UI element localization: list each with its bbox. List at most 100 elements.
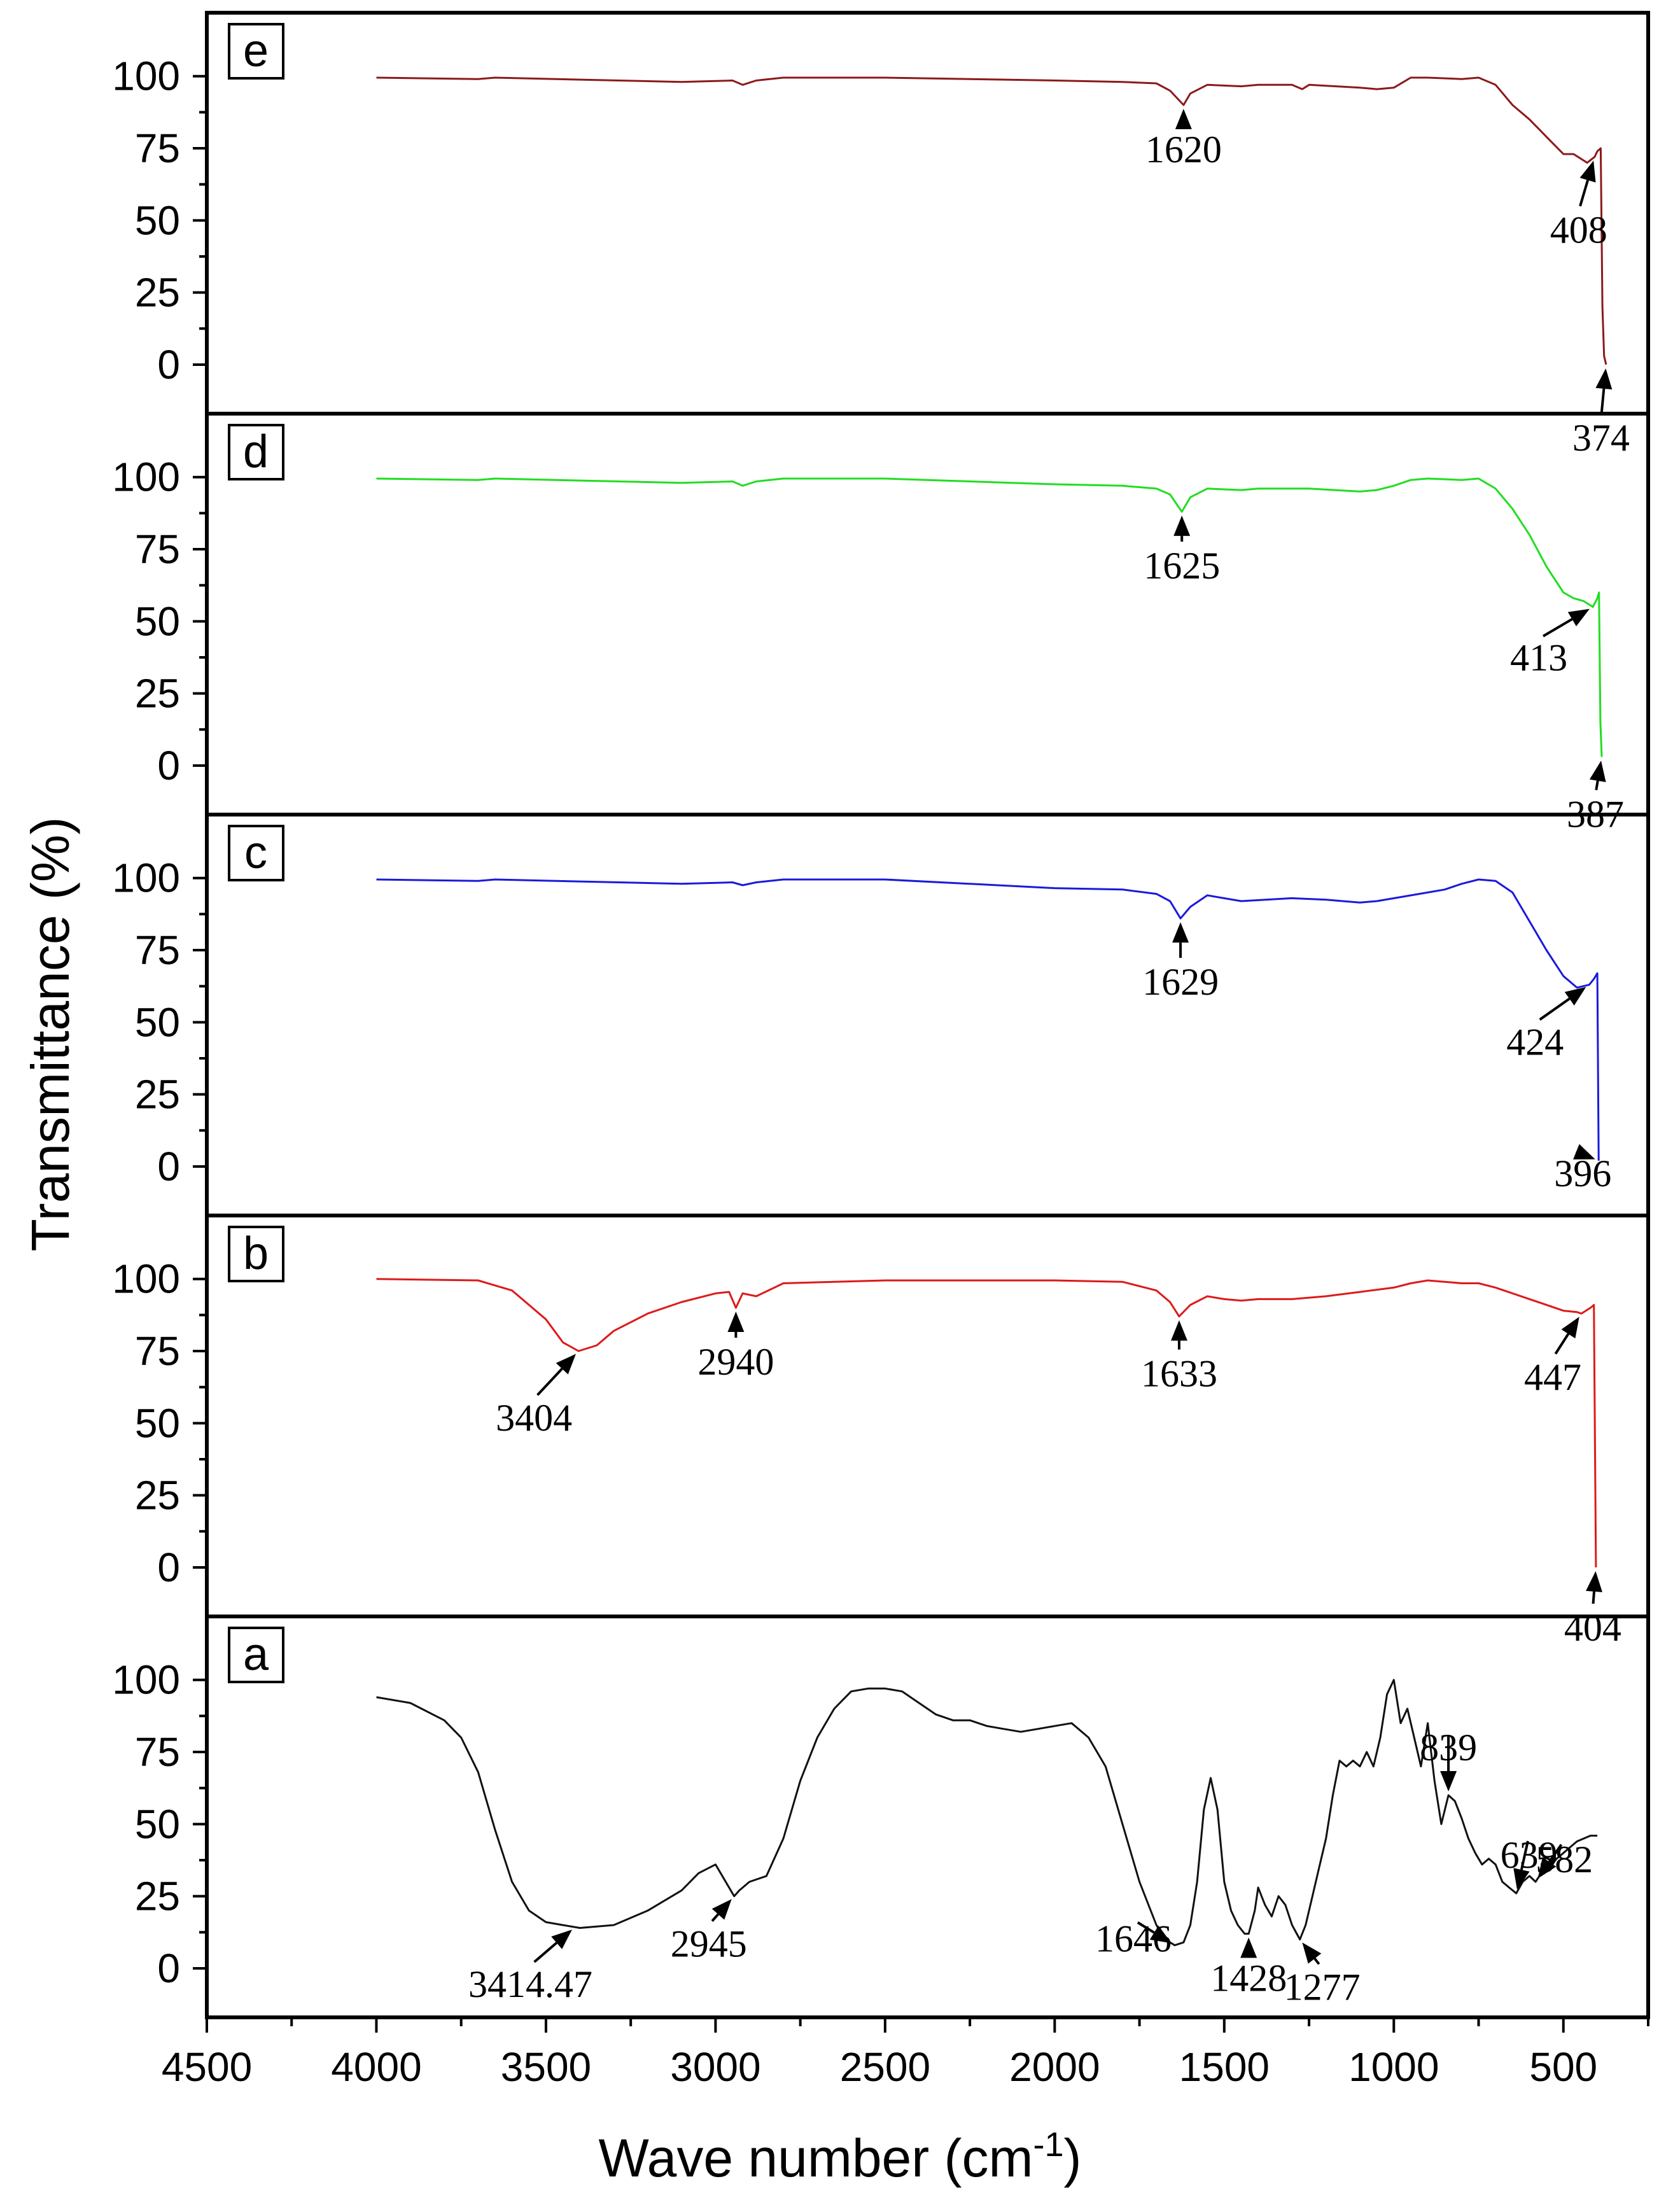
annotation-label-a-839: 839	[1420, 1727, 1477, 1769]
annotation-arrowhead-b-447	[1561, 1317, 1579, 1339]
annotation-arrowhead-d-1625	[1173, 515, 1191, 536]
x-axis-title-close: )	[1064, 2128, 1082, 2188]
annotation-label-a-1428: 1428	[1210, 1958, 1287, 2000]
annotation-arrowhead-a-839	[1440, 1771, 1457, 1792]
panels: 0 25 50 75 100 e 1620 408 374 0 25 50 75 100 d 1625 413 3…	[112, 11, 1650, 2019]
y-tick-label-e-25: 25	[135, 270, 180, 316]
annotation-arrow-b-404	[1592, 1591, 1596, 1604]
panel-label-b: b	[243, 1228, 269, 1279]
annotation-arrowhead-a-3414.47	[551, 1930, 572, 1949]
annotation-arrow-a-3414.47	[533, 1942, 557, 1963]
y-tick-label-d-50: 50	[135, 598, 180, 644]
annotation-arrowhead-a-582	[1537, 1857, 1557, 1879]
y-tick-label-a-50: 50	[135, 1801, 180, 1847]
y-tick-label-d-0: 0	[157, 743, 180, 788]
annotation-arrowhead-d-387	[1589, 760, 1606, 782]
annotation-arrow-d-387	[1595, 780, 1599, 790]
y-tick-label-a-100: 100	[112, 1657, 180, 1703]
x-axis-title-text: Wave number (cm	[598, 2128, 1033, 2188]
annotation-label-a-582: 582	[1536, 1839, 1593, 1881]
y-tick-label-c-0: 0	[157, 1144, 180, 1189]
annotation-arrowhead-c-424	[1564, 986, 1586, 1005]
annotation-label-e-374: 374	[1572, 417, 1630, 459]
panel-c: 0 25 50 75 100 c 1629 424 396	[112, 813, 1650, 1217]
x-axis-title-superscript: -1	[1033, 2126, 1064, 2164]
y-tick-label-d-100: 100	[112, 454, 180, 500]
y-tick-label-e-50: 50	[135, 197, 180, 243]
annotation-arrowhead-d-413	[1567, 608, 1590, 627]
annotation-label-d-413: 413	[1510, 637, 1567, 679]
panel-frame-e	[205, 11, 1650, 416]
y-tick-label-b-50: 50	[135, 1400, 180, 1446]
y-tick-label-c-100: 100	[112, 855, 180, 901]
annotation-arrowhead-a-1277	[1302, 1942, 1322, 1964]
panel-label-box-c	[228, 825, 284, 881]
panel-frame-b	[205, 1214, 1650, 1618]
y-tick-label-a-75: 75	[135, 1729, 180, 1775]
x-tick-label-3500: 3500	[501, 2044, 591, 2090]
y-tick-label-b-25: 25	[135, 1473, 180, 1518]
panel-label-box-b	[228, 1226, 284, 1282]
y-tick-label-e-0: 0	[157, 342, 180, 388]
spectrum-line-e	[376, 76, 1607, 365]
annotation-arrowhead-b-3404	[556, 1354, 577, 1375]
x-tick-label-4000: 4000	[331, 2044, 421, 2090]
y-tick-label-e-100: 100	[112, 53, 180, 99]
annotation-arrow-a-1646	[1137, 1921, 1155, 1934]
annotation-arrow-a-1277	[1313, 1958, 1320, 1965]
panel-frame-c	[205, 813, 1650, 1217]
annotation-label-a-3414.47: 3414.47	[468, 1963, 592, 2005]
spectrum-line-a	[376, 1679, 1598, 1947]
annotation-label-a-1646: 1646	[1095, 1918, 1172, 1960]
panel-label-d: d	[243, 426, 269, 477]
y-tick-label-b-0: 0	[157, 1545, 180, 1590]
x-tick-label-4500: 4500	[162, 2044, 252, 2090]
panel-label-c: c	[244, 827, 267, 878]
spectrum-line-d	[376, 477, 1603, 757]
annotation-arrowhead-b-404	[1586, 1571, 1602, 1592]
y-tick-label-c-75: 75	[135, 927, 180, 973]
panel-label-a: a	[243, 1629, 269, 1680]
panel-label-box-a	[228, 1627, 284, 1683]
panel-frame-d	[205, 412, 1650, 816]
annotation-arrow-d-413	[1543, 618, 1573, 638]
annotation-arrowhead-b-1633	[1170, 1320, 1187, 1341]
annotation-arrowhead-a-2945	[711, 1899, 732, 1920]
x-tick-label-1500: 1500	[1179, 2044, 1270, 2090]
panel-b: 0 25 50 75 100 b 3404 2940 1633 447 404	[112, 1214, 1650, 1649]
annotation-label-c-1629: 1629	[1142, 961, 1219, 1003]
x-tick-label-2500: 2500	[840, 2044, 930, 2090]
annotation-arrow-b-3404	[536, 1368, 563, 1396]
annotation-label-b-404: 404	[1564, 1607, 1621, 1649]
annotation-arrowhead-a-639	[1513, 1868, 1530, 1890]
x-tick-label-2000: 2000	[1009, 2044, 1100, 2090]
annotation-arrow-a-639	[1520, 1840, 1529, 1870]
annotation-arrow-b-447	[1554, 1333, 1570, 1355]
annotation-arrowhead-a-1428	[1240, 1937, 1257, 1958]
annotation-label-a-2945: 2945	[671, 1923, 747, 1965]
annotation-label-b-447: 447	[1524, 1356, 1581, 1398]
y-tick-label-c-50: 50	[135, 999, 180, 1045]
panel-label-box-d	[228, 424, 284, 480]
x-tick-label-1000: 1000	[1348, 2044, 1439, 2090]
annotation-arrowhead-c-396	[1573, 1144, 1595, 1160]
y-tick-label-b-75: 75	[135, 1328, 180, 1374]
annotation-arrowhead-a-1646	[1149, 1925, 1172, 1944]
y-tick-label-c-25: 25	[135, 1072, 180, 1118]
annotation-label-e-408: 408	[1550, 209, 1607, 251]
y-tick-label-a-25: 25	[135, 1874, 180, 1919]
x-axis-title: Wave number (cm-1)	[598, 2126, 1081, 2188]
annotation-label-b-3404: 3404	[496, 1397, 572, 1439]
spectrum-line-c	[376, 878, 1600, 1161]
x-tick-label-500: 500	[1529, 2044, 1597, 2090]
annotation-arrow-a-2945	[711, 1913, 719, 1922]
annotation-arrowhead-e-408	[1579, 160, 1596, 183]
x-tick-label-3000: 3000	[670, 2044, 760, 2090]
y-tick-label-a-0: 0	[157, 1945, 180, 1991]
annotation-label-b-2940: 2940	[697, 1341, 774, 1383]
annotation-label-c-424: 424	[1506, 1021, 1564, 1063]
panel-frame-a	[205, 1615, 1650, 2019]
annotation-label-b-1633: 1633	[1141, 1353, 1217, 1395]
